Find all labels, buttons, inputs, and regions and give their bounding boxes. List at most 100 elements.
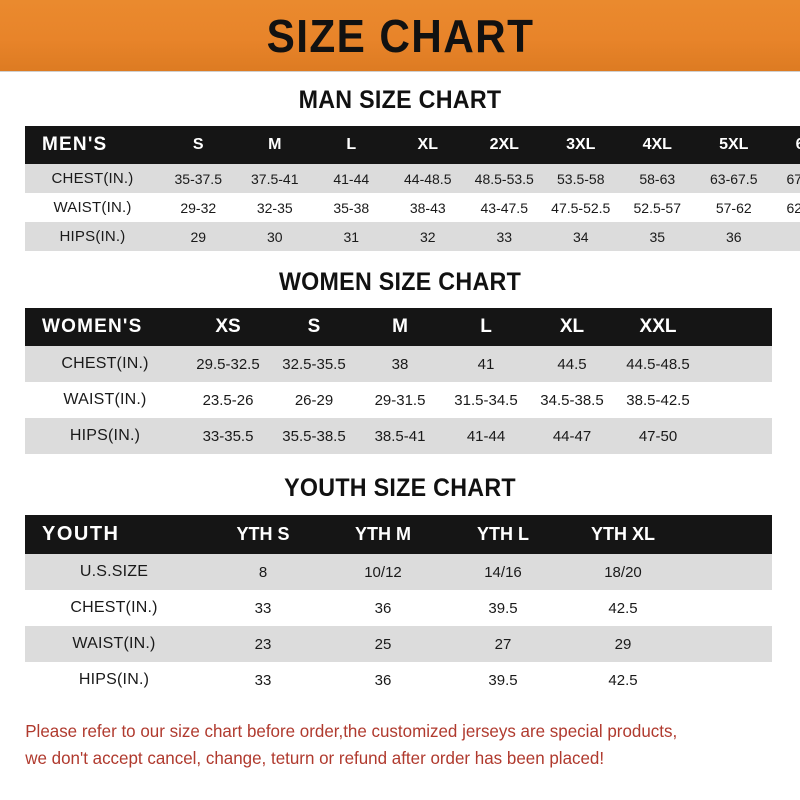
men-waist-s: 29-32: [160, 193, 237, 222]
table-row: HIPS(IN.) 33 36 39.5 42.5: [25, 662, 772, 698]
youth-waist-m: 25: [323, 626, 443, 662]
women-hips-xs: 33-35.5: [185, 418, 271, 454]
men-waist-6xl: 62-66.5: [772, 193, 800, 222]
men-chest-m: 37.5-41: [236, 164, 313, 193]
men-waist-3xl: 47.5-52.5: [542, 193, 619, 222]
men-col-4xl: 4XL: [642, 136, 672, 153]
table-row: WAIST(IN.) 23 25 27 29: [25, 626, 772, 662]
youth-size-section: YOUTH SIZE CHART YOUTH YTH S YTH M YTH L…: [0, 476, 800, 698]
women-waist-l: 31.5-34.5: [443, 382, 529, 418]
table-row: CHEST(IN.) 35-37.5 37.5-41 41-44 44-48.5…: [25, 164, 800, 193]
men-table-header-row: MEN'S S M L XL 2XL 3XL 4XL 5XL 6XL: [25, 126, 800, 164]
women-hips-xxl: 47-50: [615, 418, 701, 454]
women-col-xl: XL: [559, 316, 585, 337]
men-waist-label: WAIST(IN.): [25, 193, 160, 222]
youth-row-header-label: YOUTH: [42, 523, 120, 545]
women-col-xxl: XXL: [639, 316, 677, 337]
men-chest-xl: 44-48.5: [389, 164, 466, 193]
women-waist-xxl: 38.5-42.5: [615, 382, 701, 418]
men-hips-3xl: 34: [542, 222, 619, 251]
women-chest-xl: 44.5: [529, 346, 615, 382]
women-size-table: WOMEN'S XS S M L XL XXL CHEST(IN.) 29.5-…: [25, 308, 772, 454]
women-chest-l: 41: [443, 346, 529, 382]
men-hips-s: 29: [160, 222, 237, 251]
youth-ussize-label: U.S.SIZE: [25, 554, 203, 590]
youth-hips-s: 33: [203, 662, 323, 698]
men-col-2xl: 2XL: [489, 136, 519, 153]
women-section-title: WOMEN SIZE CHART: [278, 268, 522, 296]
men-chest-l: 41-44: [313, 164, 390, 193]
youth-col-m: YTH M: [355, 524, 411, 544]
women-hips-spacer: [701, 418, 772, 454]
men-hips-4xl: 35: [619, 222, 696, 251]
women-waist-label: WAIST(IN.): [25, 382, 185, 418]
women-chest-spacer: [701, 346, 772, 382]
youth-section-title: YOUTH SIZE CHART: [284, 474, 516, 502]
men-col-s: S: [192, 136, 204, 153]
men-waist-m: 32-35: [236, 193, 313, 222]
men-chest-4xl: 58-63: [619, 164, 696, 193]
youth-chest-xl: 42.5: [563, 590, 683, 626]
youth-ussize-xl: 18/20: [563, 554, 683, 590]
women-waist-m: 29-31.5: [357, 382, 443, 418]
men-hips-label: HIPS(IN.): [25, 222, 160, 251]
youth-col-xl: YTH XL: [590, 524, 655, 544]
men-row-header-label: MEN'S: [42, 134, 108, 155]
women-hips-l: 41-44: [443, 418, 529, 454]
women-hips-xl: 44-47: [529, 418, 615, 454]
women-chest-label: CHEST(IN.): [25, 346, 185, 382]
men-chest-3xl: 53.5-58: [542, 164, 619, 193]
men-waist-l: 35-38: [313, 193, 390, 222]
women-waist-s: 26-29: [271, 382, 357, 418]
men-hips-xl: 32: [389, 222, 466, 251]
table-row: HIPS(IN.) 29 30 31 32 33 34 35 36 37: [25, 222, 800, 251]
women-col-l: L: [480, 316, 492, 337]
men-hips-6xl: 37: [772, 222, 800, 251]
youth-chest-label: CHEST(IN.): [25, 590, 203, 626]
youth-col-l: YTH L: [477, 524, 529, 544]
youth-col-s: YTH S: [236, 524, 290, 544]
women-size-section: WOMEN SIZE CHART WOMEN'S XS S M L XL XXL: [0, 270, 800, 454]
women-chest-xxl: 44.5-48.5: [615, 346, 701, 382]
youth-ussize-l: 14/16: [443, 554, 563, 590]
men-waist-5xl: 57-62: [695, 193, 772, 222]
women-hips-label: HIPS(IN.): [25, 418, 185, 454]
women-col-xs: XS: [215, 316, 241, 337]
men-col-xl: XL: [417, 136, 438, 153]
order-policy-note-line-2: we don't accept cancel, change, teturn o…: [25, 748, 605, 769]
youth-hips-spacer: [683, 662, 772, 698]
men-hips-m: 30: [236, 222, 313, 251]
men-col-3xl: 3XL: [566, 136, 596, 153]
women-col-s: S: [307, 316, 321, 337]
youth-hips-l: 39.5: [443, 662, 563, 698]
men-chest-s: 35-37.5: [160, 164, 237, 193]
youth-ussize-s: 8: [203, 554, 323, 590]
youth-waist-s: 23: [203, 626, 323, 662]
youth-hips-xl: 42.5: [563, 662, 683, 698]
women-waist-xs: 23.5-26: [185, 382, 271, 418]
men-col-l: L: [346, 136, 357, 153]
men-section-title: MAN SIZE CHART: [298, 86, 502, 114]
table-row: CHEST(IN.) 33 36 39.5 42.5: [25, 590, 772, 626]
men-waist-2xl: 43-47.5: [466, 193, 543, 222]
youth-waist-xl: 29: [563, 626, 683, 662]
women-col-spacer: [701, 308, 772, 346]
men-hips-l: 31: [313, 222, 390, 251]
page-banner: SIZE CHART: [0, 0, 800, 72]
women-waist-xl: 34.5-38.5: [529, 382, 615, 418]
table-row: WAIST(IN.) 29-32 32-35 35-38 38-43 43-47…: [25, 193, 800, 222]
table-row: HIPS(IN.) 33-35.5 35.5-38.5 38.5-41 41-4…: [25, 418, 772, 454]
men-size-table: MEN'S S M L XL 2XL 3XL 4XL 5XL 6XL CHEST…: [25, 126, 800, 251]
youth-ussize-m: 10/12: [323, 554, 443, 590]
men-col-m: M: [268, 136, 282, 153]
youth-chest-m: 36: [323, 590, 443, 626]
women-hips-m: 38.5-41: [357, 418, 443, 454]
youth-hips-m: 36: [323, 662, 443, 698]
men-col-5xl: 5XL: [719, 136, 749, 153]
men-waist-xl: 38-43: [389, 193, 466, 222]
youth-chest-spacer: [683, 590, 772, 626]
men-waist-4xl: 52.5-57: [619, 193, 696, 222]
youth-col-spacer: [683, 515, 772, 554]
men-chest-6xl: 67.5-72: [772, 164, 800, 193]
